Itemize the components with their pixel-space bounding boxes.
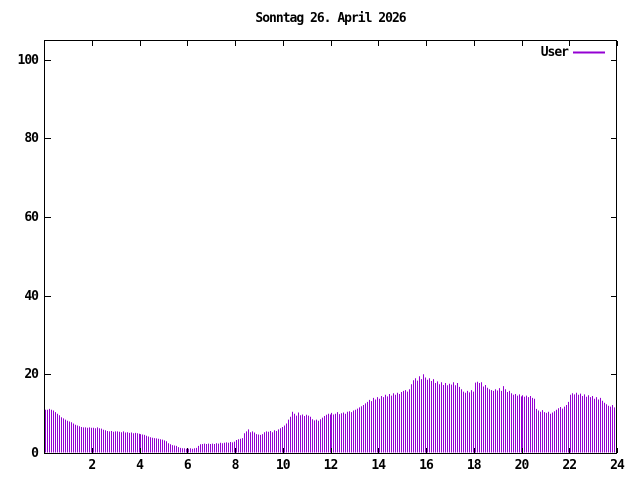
x-tick-label: 18: [466, 458, 482, 473]
x-tick-label: 8: [231, 458, 240, 473]
plot-frame: [44, 40, 617, 454]
y-tick-label: 0: [31, 446, 39, 461]
x-tick-label: 20: [514, 458, 530, 473]
x-tick-label: 14: [371, 458, 386, 473]
chart-title: Sonntag 26. April 2026: [255, 11, 406, 26]
y-tick-label: 20: [24, 367, 39, 383]
y-tick-label: 40: [24, 288, 39, 304]
x-tick-label: 16: [419, 458, 434, 473]
x-tick-label: 24: [610, 458, 625, 473]
y-tick-label: 100: [17, 52, 39, 68]
legend-label: User: [540, 45, 569, 60]
x-tick-label: 6: [183, 458, 192, 473]
x-tick-label: 10: [275, 458, 291, 473]
x-tick-label: 4: [136, 458, 144, 473]
x-tick-label: 2: [88, 458, 96, 473]
y-tick-label: 60: [24, 210, 39, 225]
x-tick-label: 22: [562, 458, 577, 473]
x-tick-label: 12: [323, 458, 339, 473]
y-tick-label: 80: [24, 131, 39, 147]
